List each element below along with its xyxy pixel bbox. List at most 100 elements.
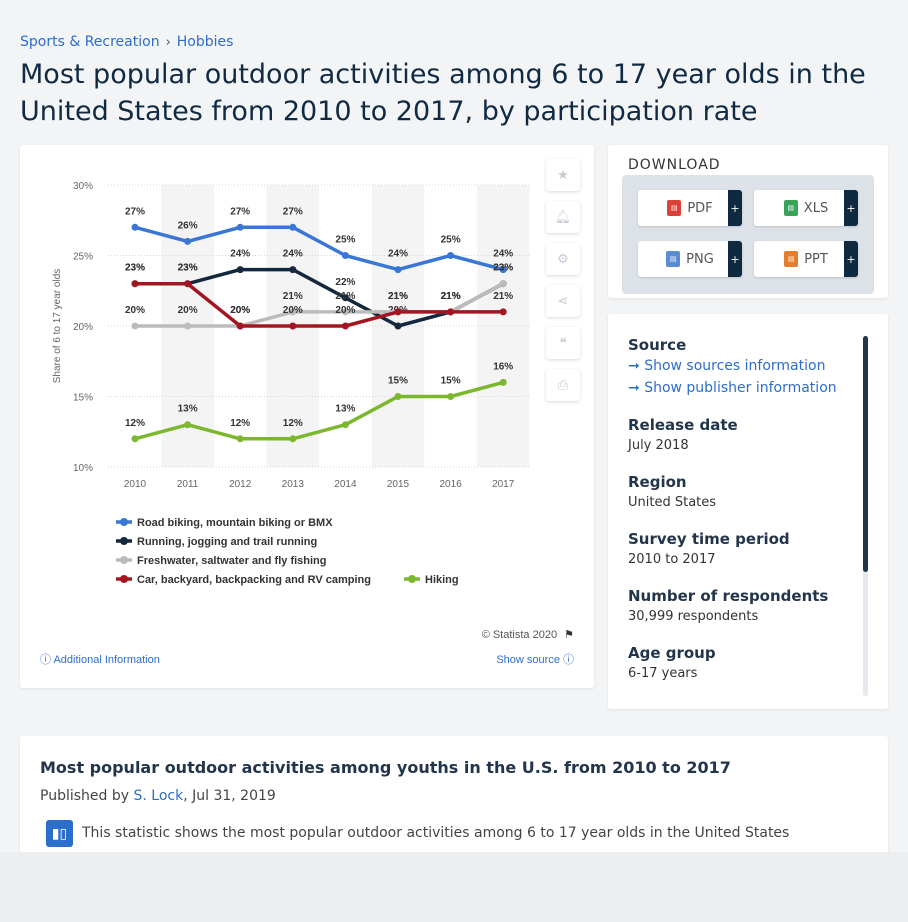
breadcrumb-item-hobbies[interactable]: Hobbies — [176, 34, 234, 50]
download-ppt-plus[interactable]: + — [844, 241, 858, 277]
data-point — [499, 266, 507, 274]
cite-button[interactable]: ❝ — [546, 327, 580, 359]
data-point — [289, 308, 297, 316]
data-point — [184, 322, 192, 330]
y-tick-label: 25% — [73, 252, 93, 263]
legend-marker — [408, 575, 416, 583]
y-tick-label: 15% — [73, 393, 93, 404]
legend-marker — [120, 537, 128, 545]
data-label: 21% — [335, 291, 355, 302]
author-link[interactable]: S. Lock — [133, 788, 184, 804]
data-label: 23% — [125, 263, 145, 274]
x-tick-label: 2014 — [334, 479, 357, 490]
data-point — [236, 435, 244, 443]
share-button[interactable]: ⋖ — [546, 285, 580, 317]
data-label: 27% — [283, 206, 303, 217]
info-icon: ⓘ — [563, 654, 574, 666]
series-line — [135, 267, 505, 328]
download-xls-button[interactable]: ▤ XLS — [754, 190, 858, 226]
region-heading: Region — [628, 473, 687, 491]
data-point — [499, 280, 507, 288]
data-label: 12% — [283, 418, 303, 429]
x-tick-label: 2013 — [282, 479, 305, 490]
data-point — [131, 280, 139, 288]
breadcrumb-item-sports[interactable]: Sports & Recreation — [20, 34, 160, 50]
download-pdf-plus[interactable]: + — [728, 190, 742, 226]
y-tick-label: 20% — [73, 322, 93, 333]
legend-marker — [120, 556, 128, 564]
share-icon: ⋖ — [557, 293, 569, 309]
y-tick-label: 10% — [73, 463, 93, 474]
legend-label: Freshwater, saltwater and fly fishing — [137, 555, 327, 567]
download-png-plus[interactable]: + — [728, 241, 742, 277]
flag-icon[interactable]: ⚑ — [564, 629, 574, 641]
download-ppt-button[interactable]: ▤ PPT — [754, 241, 858, 277]
png-file-icon: ▤ — [666, 251, 681, 267]
respondents-heading: Number of respondents — [628, 587, 829, 605]
y-tick-label: 30% — [73, 181, 93, 192]
x-tick-label: 2011 — [177, 479, 199, 490]
data-label: 21% — [441, 291, 461, 302]
info-content: Source ➞ Show sources information ➞ Show… — [628, 336, 858, 701]
x-tick-label: 2017 — [492, 479, 515, 490]
download-png-button[interactable]: ▤ PNG — [638, 241, 742, 277]
notification-button[interactable]: 🔔︎ — [546, 201, 580, 233]
settings-button[interactable]: ⚙ — [546, 243, 580, 275]
show-sources-link[interactable]: ➞ Show sources information — [628, 358, 858, 374]
show-publisher-link[interactable]: ➞ Show publisher information — [628, 380, 858, 396]
data-label: 21% — [283, 291, 303, 302]
data-label: 13% — [178, 404, 198, 415]
data-point — [394, 266, 402, 274]
legend-label: Running, jogging and trail running — [137, 536, 317, 548]
respondents-value: 30,999 respondents — [628, 609, 759, 624]
additional-information-link[interactable]: ⓘ Additional Information — [40, 651, 160, 667]
data-label: 25% — [441, 235, 461, 246]
series-line — [135, 281, 504, 328]
data-point — [289, 322, 297, 330]
data-point — [184, 421, 192, 429]
x-tick-label: 2015 — [387, 479, 410, 490]
info-icon: ⓘ — [40, 654, 51, 666]
data-point — [289, 266, 297, 274]
data-label: 23% — [493, 263, 513, 274]
data-label: 25% — [335, 235, 355, 246]
x-tick-label: 2010 — [124, 479, 147, 490]
chart-card: 10% 15% 20% 25% 30% 2010 2011 2012 2013 2014 2015 2… — [20, 145, 594, 688]
release-date-heading: Release date — [628, 416, 738, 434]
data-point — [394, 308, 402, 316]
print-button[interactable]: ⎙ — [546, 369, 580, 401]
scrollbar-thumb[interactable] — [863, 336, 868, 572]
data-label: 21% — [493, 291, 513, 302]
data-label: 16% — [493, 361, 513, 372]
x-tick-label: 2012 — [229, 479, 252, 490]
data-label: 24% — [283, 249, 303, 260]
data-label: 12% — [125, 418, 145, 429]
data-point — [131, 322, 139, 330]
y-axis-title: Share of 6 to 17 year olds — [52, 269, 63, 384]
age-group-heading: Age group — [628, 644, 716, 662]
favorite-button[interactable]: ★ — [546, 159, 580, 191]
download-xls-plus[interactable]: + — [844, 190, 858, 226]
data-label: 27% — [125, 206, 145, 217]
additional-information-label: Additional Information — [53, 654, 160, 666]
data-label: 22% — [335, 277, 355, 288]
show-source-link[interactable]: Show source ⓘ — [496, 651, 574, 667]
page-title: Most popular outdoor activities among 6 … — [20, 59, 866, 127]
bell-icon: 🔔︎ — [554, 209, 572, 225]
region-value: United States — [628, 495, 717, 510]
legend-label: Hiking — [425, 574, 459, 586]
legend-label: Road biking, mountain biking or BMX — [137, 517, 333, 529]
series-line — [134, 225, 504, 272]
download-title: DOWNLOAD — [628, 157, 721, 173]
data-point — [184, 280, 192, 288]
gear-icon: ⚙ — [557, 251, 569, 267]
download-pdf-label: PDF — [687, 200, 713, 216]
data-label: 21% — [441, 291, 461, 302]
download-pdf-button[interactable]: ▤ PDF — [638, 190, 742, 226]
arrow-right-icon: ➞ — [628, 358, 645, 374]
xls-file-icon: ▤ — [783, 200, 798, 216]
data-label: 21% — [388, 291, 408, 302]
data-label: 20% — [283, 305, 303, 316]
data-point — [289, 223, 297, 231]
pdf-file-icon: ▤ — [667, 200, 682, 216]
